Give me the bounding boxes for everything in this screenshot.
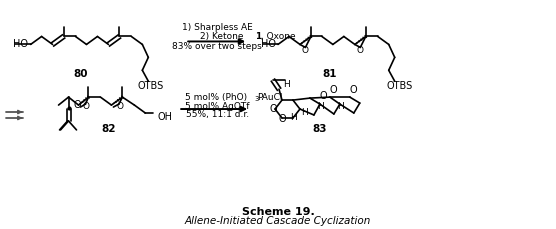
- Text: , Oxone: , Oxone: [261, 32, 296, 41]
- Text: 5 mol% AgOTf: 5 mol% AgOTf: [185, 101, 250, 111]
- Text: 83: 83: [312, 124, 327, 134]
- Text: H: H: [291, 114, 297, 123]
- Text: O: O: [278, 114, 286, 124]
- Text: O: O: [74, 100, 81, 110]
- Text: H: H: [284, 80, 290, 89]
- Text: H: H: [337, 101, 344, 111]
- Text: HO: HO: [261, 39, 276, 49]
- Text: 55%, 11:1 d.r.: 55%, 11:1 d.r.: [186, 111, 249, 120]
- Text: O: O: [329, 85, 337, 95]
- Text: O: O: [302, 46, 309, 55]
- Text: 5 mol% (PhO): 5 mol% (PhO): [185, 93, 247, 102]
- Text: H: H: [301, 107, 309, 117]
- Text: HO: HO: [13, 39, 28, 49]
- Text: OTBS: OTBS: [137, 81, 163, 91]
- Text: O: O: [83, 101, 90, 111]
- Text: 80: 80: [73, 69, 88, 79]
- Text: OTBS: OTBS: [386, 81, 413, 91]
- Text: 82: 82: [101, 124, 116, 134]
- Text: PAuCl: PAuCl: [257, 93, 282, 102]
- Text: O: O: [116, 101, 123, 111]
- Text: Allene-Initiated Cascade Cyclization: Allene-Initiated Cascade Cyclization: [185, 216, 371, 226]
- Text: O: O: [349, 85, 356, 95]
- Text: H: H: [317, 101, 324, 111]
- Text: O: O: [357, 46, 364, 55]
- Text: 1: 1: [255, 32, 261, 41]
- Text: OH: OH: [157, 112, 172, 122]
- Text: Scheme 19.: Scheme 19.: [242, 207, 314, 217]
- Text: O: O: [319, 91, 327, 101]
- Text: 81: 81: [322, 69, 337, 79]
- Text: 83% over two steps: 83% over two steps: [172, 42, 262, 51]
- Text: O: O: [269, 104, 277, 114]
- Text: 1) Sharpless AE: 1) Sharpless AE: [182, 23, 252, 32]
- Text: 2) Ketone: 2) Ketone: [200, 32, 246, 41]
- Text: 3: 3: [254, 96, 259, 102]
